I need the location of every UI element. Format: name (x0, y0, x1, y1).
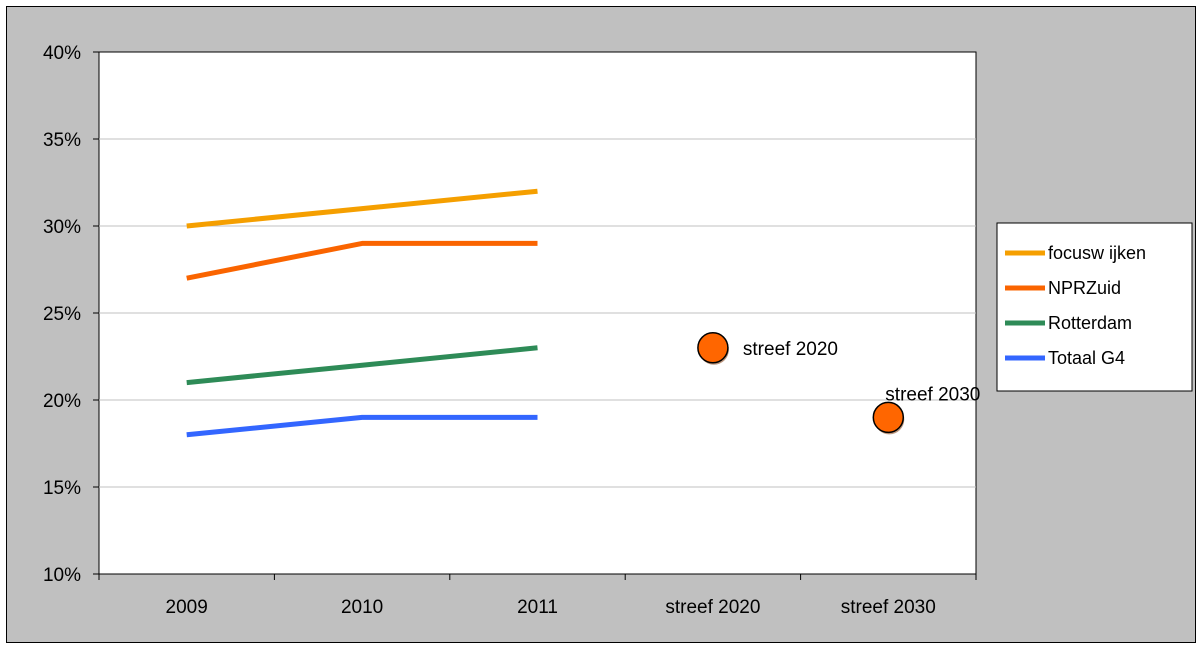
y-tick-label: 25% (43, 304, 81, 325)
target-label: streef 2020 (743, 339, 838, 360)
x-tick-label: 2011 (517, 597, 558, 618)
series-line-focusw-ijken (186, 188, 538, 229)
legend-label: NPRZuid (1048, 278, 1121, 298)
line-chart: 10% 15% 20% 25% 30% 35% 40% 2009 2010 2011 streef … (43, 43, 1193, 618)
y-tick-label: 30% (43, 217, 81, 238)
y-tick-label: 35% (43, 130, 81, 151)
y-tick-label: 40% (43, 43, 81, 64)
y-tick-label: 10% (43, 565, 81, 586)
x-tick-label: 2010 (341, 597, 383, 618)
chart-frame: 10% 15% 20% 25% 30% 35% 40% 2009 2010 2011 streef … (6, 6, 1196, 643)
x-tick-label: 2009 (166, 597, 208, 618)
series-line-rotterdam (186, 345, 538, 386)
x-tick-label: streef 2020 (665, 597, 760, 618)
series-line-totaal-g4 (186, 414, 538, 438)
target-marker (872, 401, 905, 434)
y-tick-label: 20% (43, 391, 81, 412)
target-label: streef 2030 (885, 384, 980, 405)
x-tick-label: streef 2030 (841, 597, 936, 618)
legend-label: focusw ijken (1048, 243, 1146, 263)
y-tick-label: 15% (43, 478, 81, 499)
series-line-nprzuid (186, 240, 538, 281)
legend: focusw ijken NPRZuid Rotterdam Totaal G4 (996, 222, 1193, 392)
legend-label: Rotterdam (1048, 313, 1132, 333)
legend-label: Totaal G4 (1048, 348, 1125, 368)
target-marker (697, 332, 729, 364)
